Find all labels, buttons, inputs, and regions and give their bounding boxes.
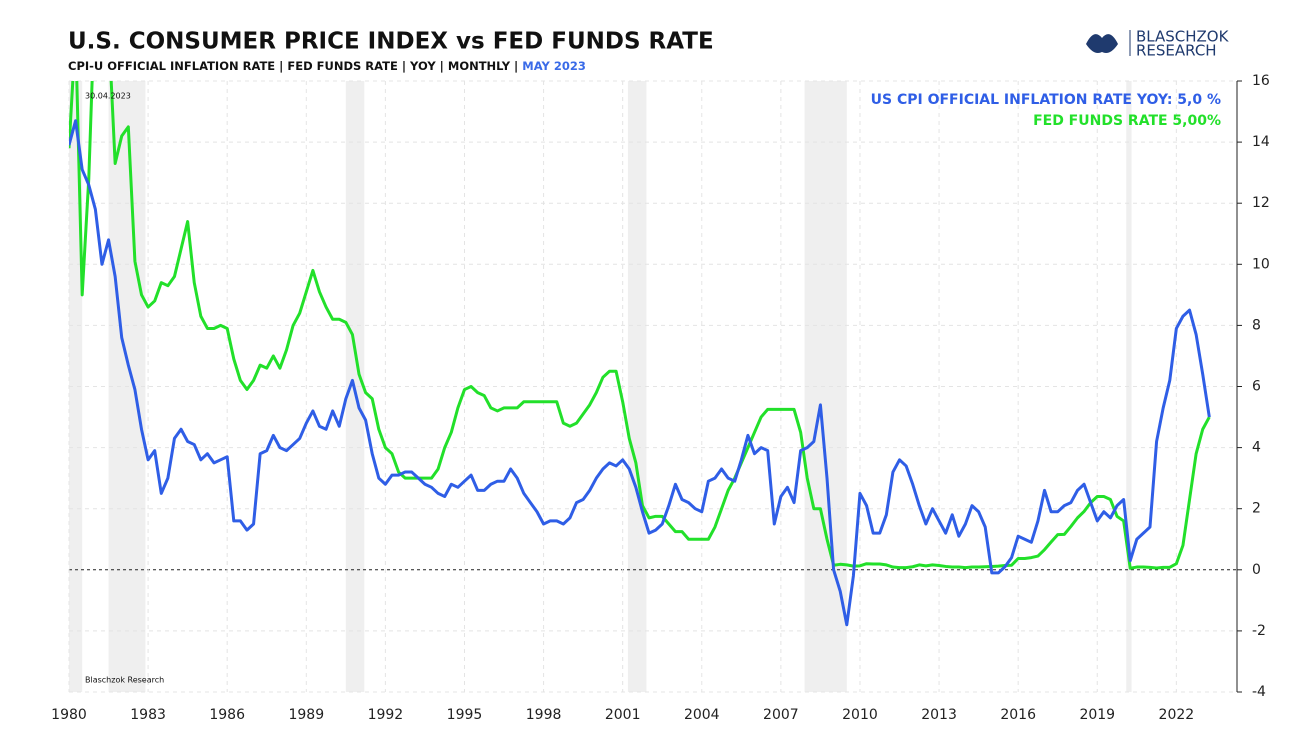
y-tick-label: 6 <box>1252 379 1261 395</box>
x-tick-label: 1986 <box>209 707 245 723</box>
y-tick-label: 4 <box>1252 440 1261 456</box>
x-tick-label: 1992 <box>368 707 404 723</box>
y-tick-label: 12 <box>1252 195 1270 211</box>
x-tick-label: 1989 <box>288 707 324 723</box>
chart-title: U.S. CONSUMER PRICE INDEX vs FED FUNDS R… <box>68 29 714 55</box>
subtitle-text: CPI-U OFFICIAL INFLATION RATE | FED FUND… <box>68 59 522 73</box>
logo-icon <box>1086 34 1118 53</box>
y-tick-label: 10 <box>1252 256 1270 272</box>
x-tick-label: 1983 <box>130 707 166 723</box>
y-tick-label: 0 <box>1252 562 1261 578</box>
y-tick-label: -4 <box>1252 684 1266 700</box>
recession-band <box>69 81 83 692</box>
legend-entry: FED FUNDS RATE 5,00% <box>1033 113 1221 129</box>
x-tick-label: 1995 <box>447 707 483 723</box>
y-tick-label: 14 <box>1252 134 1270 150</box>
x-tick-label: 1998 <box>526 707 562 723</box>
series-line <box>69 119 1211 627</box>
x-tick-label: 2004 <box>684 707 720 723</box>
logo-text: BLASCHZOK <box>1136 28 1230 46</box>
logo-text: RESEARCH <box>1136 42 1217 60</box>
subtitle: CPI-U OFFICIAL INFLATION RATE | FED FUND… <box>68 59 586 73</box>
x-tick-label: 1980 <box>51 707 87 723</box>
date-note: 30.04.2023 <box>85 92 131 101</box>
legend-entry: US CPI OFFICIAL INFLATION RATE YOY: 5,0 … <box>871 92 1221 108</box>
x-tick-label: 2010 <box>842 707 878 723</box>
subtitle-date: MAY 2023 <box>522 59 586 73</box>
y-tick-label: 16 <box>1252 73 1270 89</box>
x-tick-label: 2007 <box>763 707 799 723</box>
logo: BLASCHZOK RESEARCH <box>1086 28 1230 60</box>
series-line <box>69 81 1211 570</box>
x-tick-label: 2022 <box>1159 707 1195 723</box>
y-tick-label: 2 <box>1252 501 1261 517</box>
x-tick-label: 2001 <box>605 707 641 723</box>
x-tick-label: 2016 <box>1000 707 1036 723</box>
x-tick-label: 2019 <box>1079 707 1115 723</box>
watermark: Blaschzok Research <box>85 676 164 685</box>
y-tick-label: -2 <box>1252 623 1266 639</box>
y-tick-label: 8 <box>1252 317 1261 333</box>
x-tick-label: 2013 <box>921 707 957 723</box>
